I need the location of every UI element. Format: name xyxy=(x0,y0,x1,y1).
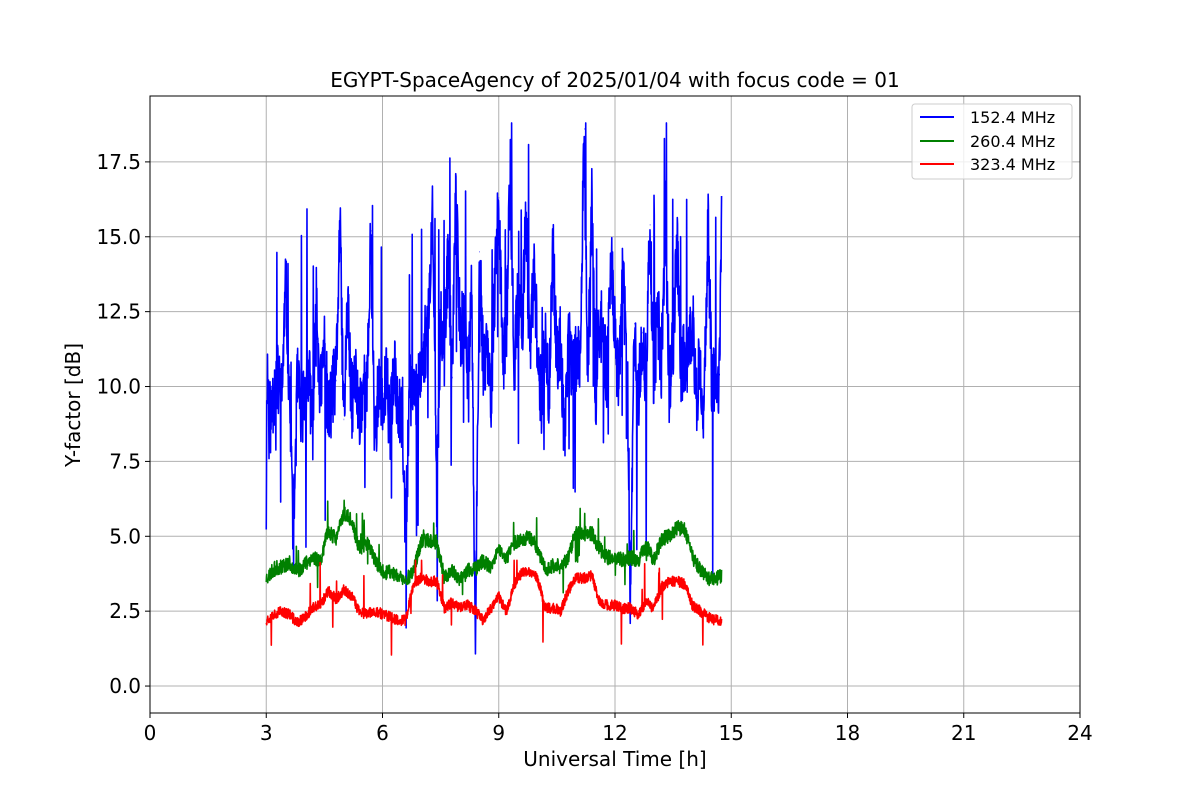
series-layer xyxy=(265,122,723,656)
chart-title: EGYPT-SpaceAgency of 2025/01/04 with foc… xyxy=(330,68,899,92)
x-tick-label: 21 xyxy=(951,721,976,745)
y-tick-label: 12.5 xyxy=(96,300,141,324)
x-tick-label: 3 xyxy=(260,721,273,745)
x-tick-label: 12 xyxy=(602,721,627,745)
series-152mhz-line xyxy=(265,122,723,655)
x-tick-label: 0 xyxy=(144,721,157,745)
x-tick-label: 15 xyxy=(719,721,744,745)
legend-label-323mhz: 323.4 MHz xyxy=(970,155,1055,174)
y-tick-label: 17.5 xyxy=(96,150,141,174)
x-axis-label: Universal Time [h] xyxy=(523,747,706,771)
y-axis-ticks: 0.0 2.5 5.0 7.5 10.0 12.5 15.0 17.5 xyxy=(96,150,150,698)
legend-label-152mhz: 152.4 MHz xyxy=(970,108,1055,127)
x-tick-label: 24 xyxy=(1067,721,1092,745)
x-tick-label: 9 xyxy=(492,721,505,745)
x-tick-label: 18 xyxy=(835,721,860,745)
y-tick-label: 15.0 xyxy=(96,225,141,249)
y-tick-label: 7.5 xyxy=(109,449,141,473)
series-260mhz-line xyxy=(265,499,723,596)
x-axis-ticks: 0 3 6 9 12 15 18 21 24 xyxy=(144,713,1093,745)
y-tick-label: 0.0 xyxy=(109,674,141,698)
y-tick-label: 5.0 xyxy=(109,524,141,548)
legend: 152.4 MHz 260.4 MHz 323.4 MHz xyxy=(911,103,1073,180)
legend-label-260mhz: 260.4 MHz xyxy=(970,132,1055,151)
x-tick-label: 6 xyxy=(376,721,389,745)
legend-box xyxy=(911,103,1073,180)
y-tick-label: 2.5 xyxy=(109,599,141,623)
y-axis-label: Y-factor [dB] xyxy=(61,343,85,468)
series-323mhz-line xyxy=(265,559,723,656)
y-tick-label: 10.0 xyxy=(96,375,141,399)
